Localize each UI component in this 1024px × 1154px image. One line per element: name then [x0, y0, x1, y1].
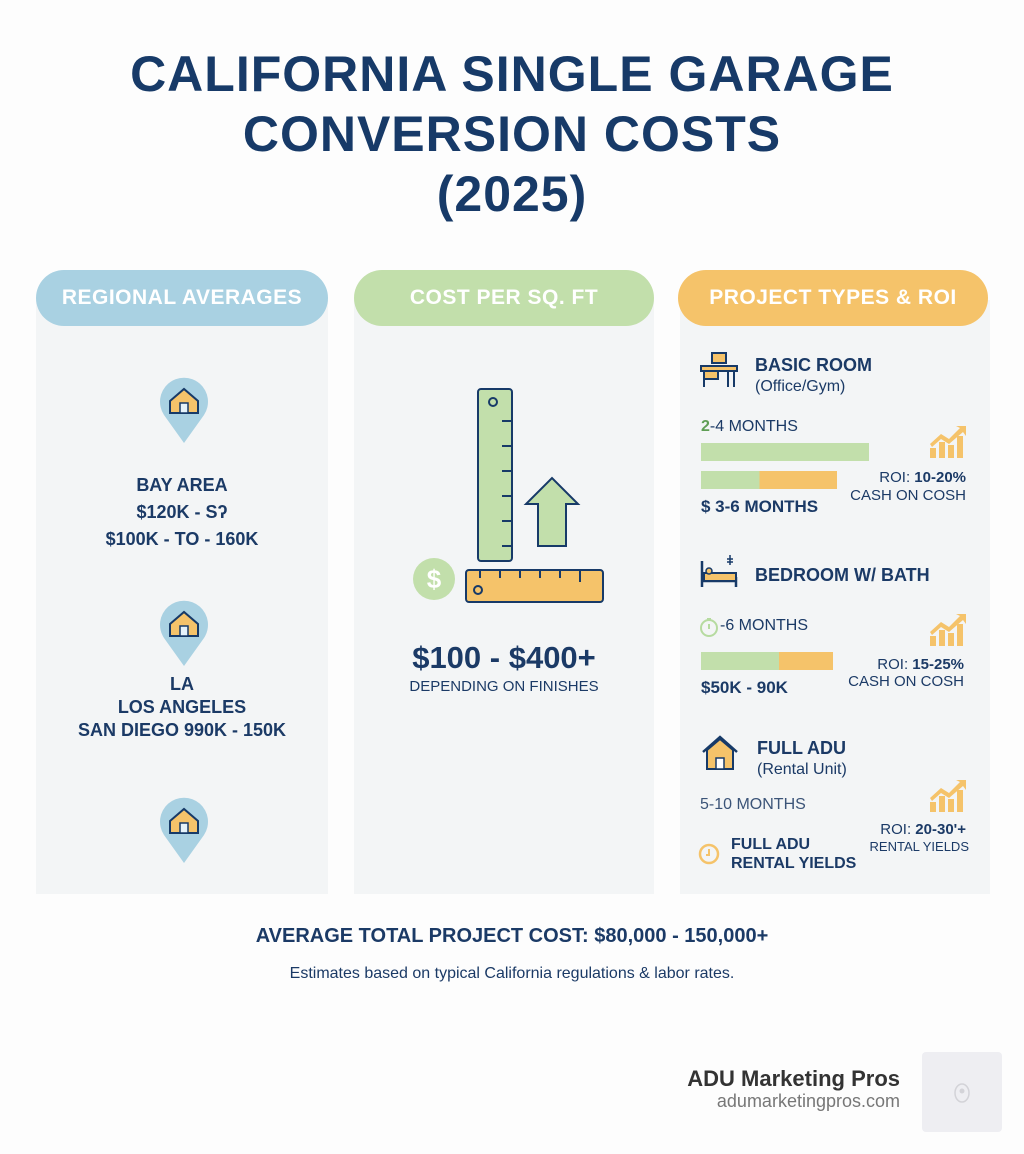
- roi-value: 10-20%: [914, 469, 966, 486]
- project-subtitle: (Office/Gym): [755, 378, 846, 395]
- cost-bar: [701, 652, 833, 670]
- title-line: (2025): [436, 166, 588, 222]
- bed-icon: [700, 555, 738, 587]
- la-block: LA LOS ANGELES SAN DIEGO 990K - 150K: [36, 673, 328, 742]
- clock-icon: [698, 843, 720, 865]
- growth-chart-icon: [930, 614, 966, 646]
- project-cost-line: RENTAL YIELDS: [731, 855, 857, 872]
- project-timeline: -4 MONTHS: [709, 418, 798, 435]
- project-timeline: 5-10 MONTHS: [700, 796, 806, 813]
- total-cost: AVERAGE TOTAL PROJECT COST: $80,000 - 15…: [255, 925, 769, 947]
- region-name: LOS ANGELES: [117, 697, 247, 717]
- roi-block: ROI: 20-30'+: [880, 821, 966, 838]
- roi-block: ROI: 10-20%: [879, 469, 966, 486]
- svg-text:$: $: [427, 564, 442, 594]
- project-subtitle: (Rental Unit): [757, 761, 847, 778]
- timeline-bar: [701, 443, 869, 461]
- projects-header: PROJECT TYPES & ROI: [678, 270, 988, 326]
- roi-label: ROI:: [877, 656, 909, 673]
- region-range: SAN DIEGO 990K - 150K: [77, 720, 287, 740]
- title-line: CALIFORNIA SINGLE GARAGE: [130, 46, 894, 102]
- sqft-header: COST PER SQ. FT: [354, 270, 654, 326]
- ruler-dollar-icon: $: [413, 388, 604, 603]
- house-icon: [702, 735, 738, 770]
- title-line: CONVERSION COSTS: [242, 106, 782, 162]
- project-title: FULL ADU: [757, 738, 846, 758]
- project-cost-line: FULL ADU: [731, 836, 811, 853]
- timeline-start: 2: [701, 418, 710, 435]
- roi-block: ROI: 15-25%: [877, 656, 964, 673]
- cost-bar: [701, 471, 837, 489]
- project-timeline: -6 MONTHS: [720, 617, 808, 634]
- roi-value: 15-25%: [912, 656, 964, 673]
- project-cost: $ 3-6 MONTHS: [701, 497, 819, 516]
- page-title: CALIFORNIA SINGLE GARAGE CONVERSION COST…: [0, 44, 1024, 224]
- project-cost: $50K - 90K: [701, 678, 788, 697]
- region-name: BAY AREA: [136, 475, 228, 495]
- logo-icon: [954, 1083, 970, 1103]
- growth-chart-icon: [930, 780, 966, 812]
- roi-note: CASH ON COSH: [848, 673, 964, 690]
- project-cost: FULL ADU RENTAL YIELDS: [731, 835, 856, 873]
- brand-name: ADU Marketing Pros: [687, 1066, 900, 1091]
- brand-logo: [922, 1052, 1002, 1132]
- sqft-price: $100 - $400+: [412, 640, 596, 675]
- project-title: BASIC ROOM: [755, 355, 872, 375]
- region-cost: $120K - Sʔ: [136, 502, 228, 522]
- roi-note: RENTAL YIELDS: [869, 839, 969, 854]
- timer-icon: [700, 618, 718, 637]
- roi-note: CASH ON COSH: [850, 487, 966, 504]
- growth-chart-icon: [930, 426, 966, 458]
- footer-note: Estimates based on typical California re…: [289, 965, 735, 982]
- brand-url[interactable]: adumarketingpros.com: [716, 1091, 900, 1111]
- location-pin-house-icon: [160, 377, 208, 443]
- desk-icon: [700, 352, 738, 387]
- project-title: BEDROOM W/ BATH: [755, 565, 930, 585]
- roi-value: 20-30'+: [915, 821, 966, 838]
- sqft-note: DEPENDING ON FINISHES: [409, 678, 599, 695]
- roi-label: ROI:: [880, 821, 912, 838]
- regional-header: REGIONAL AVERAGES: [36, 270, 328, 326]
- location-pin-house-icon: [160, 797, 208, 863]
- region-range: $100K - TO - 160K: [105, 529, 259, 549]
- location-pin-house-icon: [160, 600, 208, 666]
- region-name: LA: [170, 674, 194, 694]
- roi-label: ROI:: [879, 469, 911, 486]
- bay-area-block: BAY AREA $120K - Sʔ $100K - TO - 160K: [36, 472, 328, 553]
